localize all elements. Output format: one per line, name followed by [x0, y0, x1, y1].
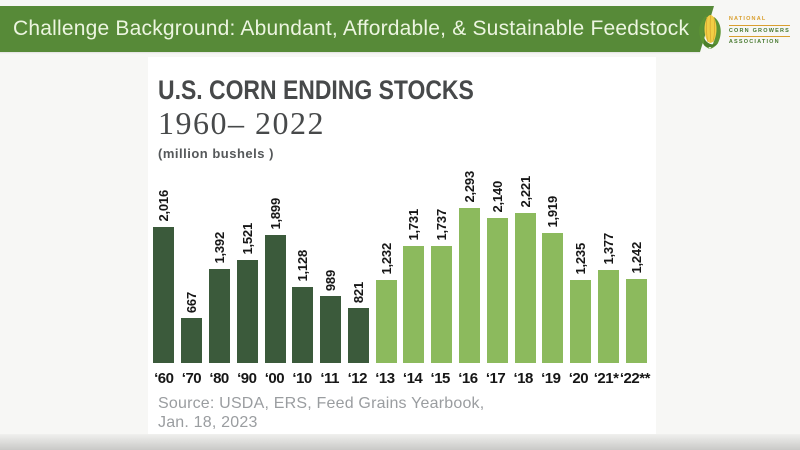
- header-shadow: [0, 50, 700, 54]
- bar: [347, 308, 369, 363]
- chart-title: U.S. CORN ENDING STOCKS: [158, 75, 474, 105]
- year-label: ‘19: [541, 370, 561, 387]
- bar-value-label: 1,731: [406, 209, 422, 241]
- bar-column: 2,221: [511, 176, 539, 363]
- bar: [458, 208, 480, 363]
- bar-value-label: 2,016: [156, 190, 172, 222]
- year-label: ‘12: [347, 370, 368, 387]
- bar-column: 1,919: [539, 196, 567, 363]
- bar-column: 1,731: [400, 209, 428, 363]
- bar-value-label: 2,221: [517, 176, 533, 208]
- year-label: ‘80: [209, 370, 229, 387]
- year-label: ‘22**: [619, 370, 651, 387]
- chart-source-line2: Jan. 18, 2023: [158, 413, 258, 431]
- bar: [320, 296, 342, 363]
- logo-text: NATIONAL CORN GROWERS ASSOCIATION: [728, 14, 790, 47]
- bar: [486, 218, 508, 363]
- bar-value-label: 1,232: [378, 243, 394, 275]
- bar-value-label: 1,919: [545, 196, 561, 228]
- bar: [292, 287, 314, 363]
- bar: [625, 279, 647, 363]
- bar-column: 1,128: [289, 250, 317, 363]
- bar-value-label: 1,128: [295, 250, 311, 282]
- bar-value-label: 2,140: [489, 181, 505, 213]
- year-label: ‘90: [237, 370, 257, 387]
- bar-value-label: 1,392: [211, 232, 227, 264]
- bar: [570, 280, 592, 363]
- bar-value-label: 667: [184, 291, 200, 313]
- bar-value-label: 1,242: [628, 242, 644, 274]
- bar: [153, 227, 175, 363]
- logo-line-national: NATIONAL: [728, 14, 790, 26]
- bar-column: 1,232: [372, 243, 400, 363]
- bar-column: 1,242: [622, 242, 650, 363]
- years-row: ‘60 ‘70 ‘80 ‘90 ‘00 ‘10 ‘11 ‘12 ‘13 ‘14 ‘15 ‘16 ‘17 ‘…: [150, 370, 650, 390]
- year-label: ‘10: [292, 370, 312, 387]
- bar-value-label: 1,737: [434, 209, 450, 241]
- bar: [514, 213, 536, 363]
- bar: [431, 246, 453, 363]
- bar-column: 1,521: [233, 223, 261, 363]
- logo-line-association: ASSOCIATION: [728, 39, 780, 46]
- bar: [542, 233, 564, 363]
- chart-source-line1: Source: USDA, ERS, Feed Grains Yearbook,: [158, 395, 485, 413]
- bar-column: 2,140: [483, 181, 511, 363]
- bar: [597, 270, 619, 363]
- chart-title-block: U.S. CORN ENDING STOCKS 1960– 2022 (mill…: [158, 75, 530, 162]
- slide-header: Challenge Background: Abundant, Affordab…: [0, 0, 800, 56]
- logo-line-corn-growers: CORN GROWERS: [728, 26, 790, 38]
- year-label: ‘20: [568, 370, 589, 387]
- year-label: ‘17: [485, 370, 506, 387]
- bar-value-label: 1,899: [267, 198, 283, 230]
- year-label: ‘60: [154, 370, 174, 387]
- year-label: ‘11: [320, 370, 339, 387]
- bar-value-label: 989: [323, 269, 339, 291]
- year-label: ‘15: [430, 370, 451, 387]
- bar: [264, 235, 286, 363]
- bar-column: 667: [178, 292, 206, 363]
- bar-column: 1,235: [567, 243, 595, 363]
- year-label: ‘21*: [593, 370, 619, 387]
- year-label: ‘18: [513, 370, 533, 387]
- header-bar: Challenge Background: Abundant, Affordab…: [0, 6, 714, 52]
- bar-value-label: 1,521: [239, 223, 255, 255]
- corn-cob-icon: [694, 12, 726, 50]
- bar: [236, 260, 258, 363]
- chart-subtitle: 1960– 2022: [158, 105, 325, 141]
- year-label: ‘14: [402, 370, 423, 387]
- bar-column: 1,377: [595, 233, 623, 363]
- bar-column: 989: [317, 270, 345, 363]
- bar-value-label: 821: [350, 281, 366, 303]
- chart-source: Source: USDA, ERS, Feed Grains Yearbook,…: [158, 395, 484, 432]
- chart-units-label: (million bushels ): [158, 146, 274, 161]
- chart-panel: U.S. CORN ENDING STOCKS 1960– 2022 (mill…: [148, 57, 656, 434]
- year-label: ‘16: [458, 370, 478, 387]
- bar-column: 821: [344, 282, 372, 363]
- year-label: ‘13: [375, 370, 395, 387]
- slide-title: Challenge Background: Abundant, Affordab…: [13, 17, 690, 40]
- bar: [375, 280, 397, 363]
- bar-value-label: 1,377: [600, 233, 616, 265]
- bar-column: 1,737: [428, 209, 456, 363]
- slide-bottom-fade: [0, 434, 800, 450]
- bar-column: 1,899: [261, 198, 289, 363]
- bar-value-label: 1,235: [573, 243, 589, 275]
- year-label: ‘00: [264, 370, 285, 387]
- bar-column: 2,016: [150, 190, 178, 363]
- bar-column: 1,392: [206, 232, 234, 363]
- bar: [181, 318, 203, 363]
- year-label: ‘70: [181, 370, 202, 387]
- bar-value-label: 2,293: [461, 171, 477, 203]
- bar: [403, 246, 425, 363]
- ncga-logo: NATIONAL CORN GROWERS ASSOCIATION: [694, 12, 790, 50]
- bars-row: 2,016 667 1,392 1,521 1,899 1,128 989 821 1,232 1…: [150, 148, 650, 363]
- bar-column: 2,293: [456, 171, 484, 363]
- bar: [208, 269, 230, 363]
